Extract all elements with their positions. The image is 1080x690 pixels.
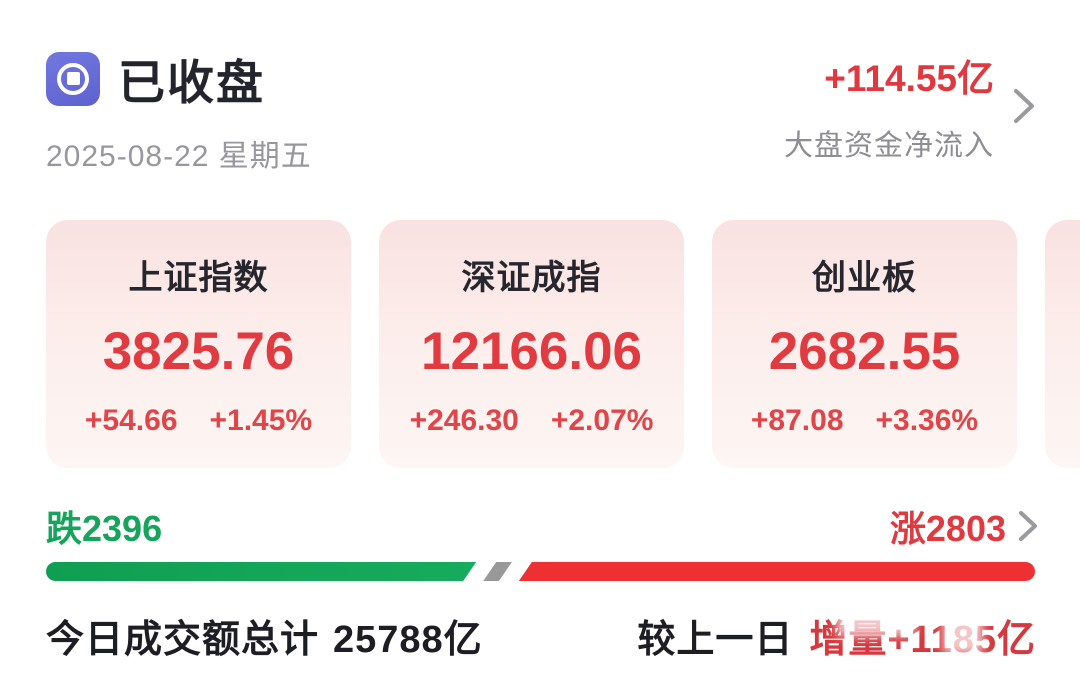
turnover-compare-label: 较上一日 [637, 619, 794, 661]
index-cards: 上证指数 3825.76 +54.66 +1.45% 深证成指 12166.06… [46, 220, 1080, 468]
decline-bar-segment [46, 562, 476, 581]
advancers-count: 涨2803 [889, 508, 1006, 549]
index-change-pct: +3.36% [875, 404, 979, 437]
advance-decline-bar [46, 562, 1035, 581]
index-change: +54.66 [84, 404, 178, 437]
index-change-pct: +2.07% [550, 404, 654, 437]
market-status-title: 已收盘 [118, 56, 265, 109]
header: 已收盘 2025-08-22 星期五 +114.55亿 大盘资金净流入 [46, 44, 1038, 175]
flat-bar-segment [483, 562, 512, 581]
index-card-chinext[interactable]: 创业板 2682.55 +87.08 +3.36% [712, 220, 1017, 468]
advance-bar-segment [518, 562, 1035, 581]
index-card-partial[interactable] [1045, 220, 1080, 468]
turnover-compare-value: 增量+1185亿 [809, 619, 1036, 661]
header-status: 已收盘 2025-08-22 星期五 [46, 44, 312, 175]
index-value: 2682.55 [768, 322, 961, 381]
chevron-right-icon [1014, 89, 1034, 123]
turnover-total-label: 今日成交额总计 [46, 619, 320, 661]
index-value: 12166.06 [420, 322, 643, 381]
decliners-count: 跌2396 [46, 508, 163, 549]
net-inflow-label: 大盘资金净流入 [783, 130, 994, 162]
index-change: +87.08 [750, 404, 844, 437]
index-card-shenzhen[interactable]: 深证成指 12166.06 +246.30 +2.07% [379, 220, 684, 468]
index-name: 深证成指 [461, 259, 602, 297]
net-inflow-link[interactable]: +114.55亿 大盘资金净流入 [784, 48, 1038, 164]
chevron-right-icon [1019, 511, 1037, 541]
index-card-shanghai[interactable]: 上证指数 3825.76 +54.66 +1.45% [46, 220, 351, 468]
trade-date: 2025-08-22 星期五 [46, 140, 312, 173]
net-inflow-value: +114.55亿 [824, 58, 994, 99]
index-change-pct: +1.45% [209, 404, 313, 437]
market-status-icon [46, 51, 100, 106]
turnover-row: 今日成交额总计 25788亿 较上一日 增量+1185亿 [46, 602, 1036, 663]
index-value: 3825.76 [102, 322, 295, 381]
breadth-row[interactable]: 跌2396 涨2803 [46, 500, 1040, 552]
index-name: 上证指数 [128, 259, 269, 297]
record-ring-icon [57, 62, 89, 95]
index-name: 创业板 [812, 259, 917, 297]
index-change: +246.30 [409, 404, 519, 437]
turnover-total-value: 25788亿 [333, 619, 483, 661]
